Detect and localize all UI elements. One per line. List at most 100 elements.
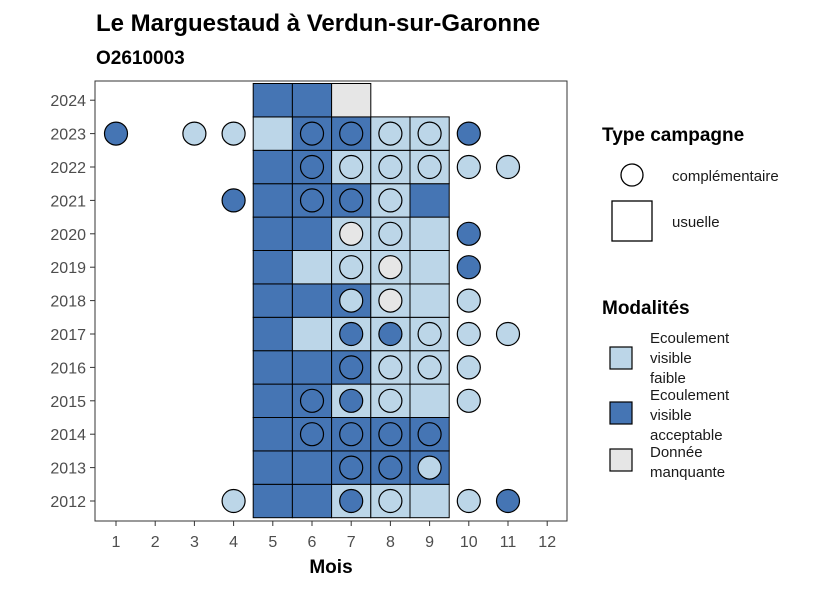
legend-swatch-faible xyxy=(609,346,633,370)
x-tick-label: 3 xyxy=(190,534,199,551)
legend-swatch-manquante xyxy=(609,448,633,472)
tile-2012-6 xyxy=(291,483,333,519)
legend-usuelle-label: usuelle xyxy=(672,214,720,231)
x-tick-label: 4 xyxy=(229,534,238,551)
usuelle-tiles xyxy=(252,83,450,519)
point-2020-7 xyxy=(339,221,364,246)
point-2012-8 xyxy=(378,488,403,514)
legend-modalites-title: Modalités xyxy=(602,298,690,319)
point-2022-11 xyxy=(495,154,521,180)
tile-2018-9 xyxy=(409,283,450,318)
point-2021-4 xyxy=(221,188,246,213)
point-2016-9 xyxy=(417,355,442,380)
point-2022-7 xyxy=(339,154,364,180)
tile-2014-5 xyxy=(252,417,293,452)
point-2013-7 xyxy=(339,455,364,480)
point-2014-7 xyxy=(339,422,364,447)
legend-swatch-acceptable xyxy=(609,401,633,425)
x-tick-label: 11 xyxy=(500,534,517,551)
point-2016-8 xyxy=(378,355,403,380)
point-2012-10 xyxy=(456,488,481,514)
legend-label-acceptable: visible xyxy=(650,407,692,424)
legend-square-swatch xyxy=(611,200,653,242)
legend-modalites: Modalités EcoulementvisiblefaibleEcoulem… xyxy=(602,298,730,481)
tile-2018-6 xyxy=(291,283,333,318)
point-2022-9 xyxy=(417,154,442,180)
point-2012-11 xyxy=(495,488,521,514)
tile-2013-5 xyxy=(252,450,293,485)
tile-2012-9 xyxy=(409,483,450,519)
tile-2024-7 xyxy=(331,83,372,118)
point-2023-7 xyxy=(339,121,364,146)
x-tick-label: 9 xyxy=(425,534,434,551)
tile-2021-9 xyxy=(409,183,450,218)
x-tick-label: 7 xyxy=(347,534,356,551)
tile-2022-5 xyxy=(252,149,293,185)
point-2014-6 xyxy=(299,422,325,447)
tile-2015-5 xyxy=(252,383,293,419)
point-2014-9 xyxy=(417,422,442,447)
legend-label-acceptable: acceptable xyxy=(650,427,723,444)
chart-subtitle: O2610003 xyxy=(96,48,185,69)
point-2015-8 xyxy=(378,388,403,413)
tile-2019-5 xyxy=(252,250,293,285)
point-2018-10 xyxy=(456,288,481,313)
point-2023-10 xyxy=(456,121,481,146)
point-2023-3 xyxy=(182,121,207,146)
y-tick-label: 2016 xyxy=(50,360,86,377)
point-2023-9 xyxy=(417,121,442,146)
tile-2017-6 xyxy=(291,316,333,352)
point-2017-9 xyxy=(417,321,442,347)
tile-2019-6 xyxy=(291,250,333,285)
legend-label-faible: Ecoulement xyxy=(650,330,730,347)
x-tick-label: 12 xyxy=(538,534,556,551)
point-2013-9 xyxy=(417,455,442,480)
tile-2024-6 xyxy=(291,83,333,118)
y-tick-label: 2020 xyxy=(50,227,86,244)
tile-2020-5 xyxy=(252,216,293,252)
y-tick-label: 2015 xyxy=(50,394,86,411)
point-2021-7 xyxy=(339,188,364,213)
point-2014-8 xyxy=(378,422,403,447)
tile-2016-6 xyxy=(291,350,333,385)
point-2015-7 xyxy=(339,388,364,413)
tile-2013-6 xyxy=(291,450,333,485)
x-tick-label: 8 xyxy=(386,534,395,551)
legend-label-acceptable: Ecoulement xyxy=(650,387,730,404)
point-2019-10 xyxy=(456,255,481,280)
y-tick-label: 2013 xyxy=(50,461,86,478)
chart-title: Le Marguestaud à Verdun-sur-Garonne xyxy=(96,10,540,37)
point-2021-8 xyxy=(378,188,403,213)
point-2013-8 xyxy=(378,455,403,480)
legend-type-title: Type campagne xyxy=(602,125,744,146)
point-2022-6 xyxy=(299,154,325,180)
point-2020-8 xyxy=(378,221,403,246)
y-tick-label: 2014 xyxy=(50,427,86,444)
tile-2021-5 xyxy=(252,183,293,218)
point-2017-7 xyxy=(339,321,364,347)
point-2023-1 xyxy=(103,121,129,146)
point-2018-7 xyxy=(339,288,364,313)
point-2015-10 xyxy=(456,388,481,413)
x-tick-label: 10 xyxy=(460,534,478,551)
x-axis-title: Mois xyxy=(309,557,352,578)
x-tick-label: 1 xyxy=(112,534,121,551)
point-2023-8 xyxy=(378,121,403,146)
point-2020-10 xyxy=(456,221,481,246)
point-2019-7 xyxy=(339,255,364,280)
x-tick-label: 6 xyxy=(308,534,317,551)
y-tick-label: 2023 xyxy=(50,127,86,144)
tile-2017-5 xyxy=(252,316,293,352)
y-tick-label: 2021 xyxy=(50,193,86,210)
point-2017-11 xyxy=(495,321,521,347)
legend-label-faible: faible xyxy=(650,370,686,387)
y-tick-label: 2024 xyxy=(50,93,86,110)
point-2023-6 xyxy=(299,121,325,146)
tile-2018-5 xyxy=(252,283,293,318)
tile-2023-5 xyxy=(252,116,293,151)
y-axis: 2012 2013 2014 2015 2016 2017 2018 2019 2020 2021… xyxy=(50,93,95,511)
point-2018-8 xyxy=(378,288,403,313)
legend-label-manquante: manquante xyxy=(650,464,725,481)
point-2023-4 xyxy=(221,121,246,146)
y-tick-label: 2012 xyxy=(50,494,86,511)
